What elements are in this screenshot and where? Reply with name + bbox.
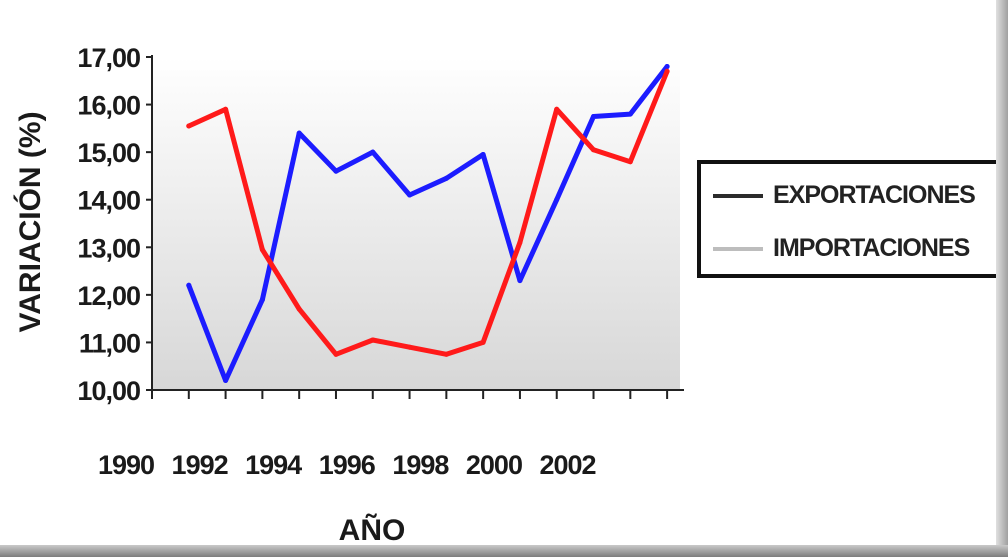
- data-point-exportaciones: [480, 152, 486, 157]
- data-point-exportaciones: [627, 111, 633, 117]
- data-point-exportaciones: [333, 168, 339, 174]
- data-point-exportaciones: [223, 378, 229, 383]
- series-line-exportaciones: [186, 64, 670, 383]
- data-point-importaciones: [591, 147, 596, 153]
- y-tick-label: 14,00: [77, 186, 140, 216]
- y-tick-label: 11,00: [79, 328, 140, 358]
- data-point-importaciones: [223, 106, 229, 112]
- data-point-importaciones: [296, 306, 302, 312]
- legend-label-exportaciones: EXPORTACIONES: [773, 181, 976, 209]
- y-tick-label: 17,00: [77, 43, 140, 73]
- data-point-importaciones: [627, 159, 633, 165]
- data-point-importaciones: [443, 351, 449, 357]
- data-point-exportaciones: [407, 192, 413, 198]
- data-point-importaciones: [186, 123, 192, 129]
- y-tick-label: 15,00: [77, 138, 140, 168]
- data-point-importaciones: [259, 247, 265, 253]
- x-tick-label: 1996: [319, 450, 376, 480]
- legend-swatch-exportaciones: [713, 193, 763, 198]
- data-point-importaciones: [554, 106, 560, 112]
- y-tick-label: 12,00: [77, 281, 140, 311]
- frame-shadow-right: [996, 0, 1008, 557]
- data-point-exportaciones: [296, 130, 302, 136]
- data-point-importaciones: [333, 351, 339, 357]
- x-tick-label: 1992: [172, 450, 228, 480]
- x-tick-label: 1998: [392, 450, 449, 480]
- legend-item-importaciones: IMPORTACIONES: [713, 234, 970, 263]
- y-tick-labels: 10,00 11,00 12,00 13,00 14,00 15,00 16,00 17,00: [77, 43, 141, 406]
- y-tick-label: 13,00: [77, 233, 140, 263]
- legend-item-exportaciones: EXPORTACIONES: [713, 181, 976, 210]
- data-point-importaciones: [517, 240, 523, 245]
- y-tick-label: 10,00: [77, 376, 140, 406]
- y-tick-label: 16,00: [77, 91, 140, 121]
- series-line-importaciones: [186, 68, 670, 357]
- y-axis-title: VARIACIÓN (%): [13, 111, 47, 332]
- series-lines: [186, 64, 670, 383]
- axis-ticks: [146, 56, 669, 399]
- x-tick-label: 2002: [539, 450, 595, 480]
- data-point-exportaciones: [554, 197, 560, 203]
- data-point-importaciones: [480, 339, 486, 345]
- x-tick-label: 1990: [98, 450, 154, 480]
- data-point-exportaciones: [591, 114, 596, 119]
- data-point-exportaciones: [186, 282, 192, 288]
- data-point-exportaciones: [443, 175, 449, 181]
- data-point-exportaciones: [259, 297, 265, 303]
- data-point-exportaciones: [517, 278, 523, 284]
- frame-shadow-bottom: [0, 545, 1008, 557]
- x-axis-title: AÑO: [339, 513, 406, 547]
- plot-area: [152, 57, 680, 390]
- legend-label-importaciones: IMPORTACIONES: [773, 234, 970, 262]
- data-point-importaciones: [370, 337, 376, 343]
- legend: EXPORTACIONES IMPORTACIONES: [697, 160, 1008, 278]
- x-tick-label: 1994: [245, 450, 302, 480]
- data-point-exportaciones: [370, 149, 376, 155]
- x-tick-label: 2000: [466, 450, 522, 480]
- legend-swatch-importaciones: [713, 246, 763, 251]
- data-point-importaciones: [407, 344, 413, 350]
- data-point-exportaciones: [664, 64, 670, 69]
- x-tick-labels: 1990 1992 1994 1996 1998 2000 2002: [98, 450, 597, 480]
- data-point-importaciones: [664, 68, 670, 74]
